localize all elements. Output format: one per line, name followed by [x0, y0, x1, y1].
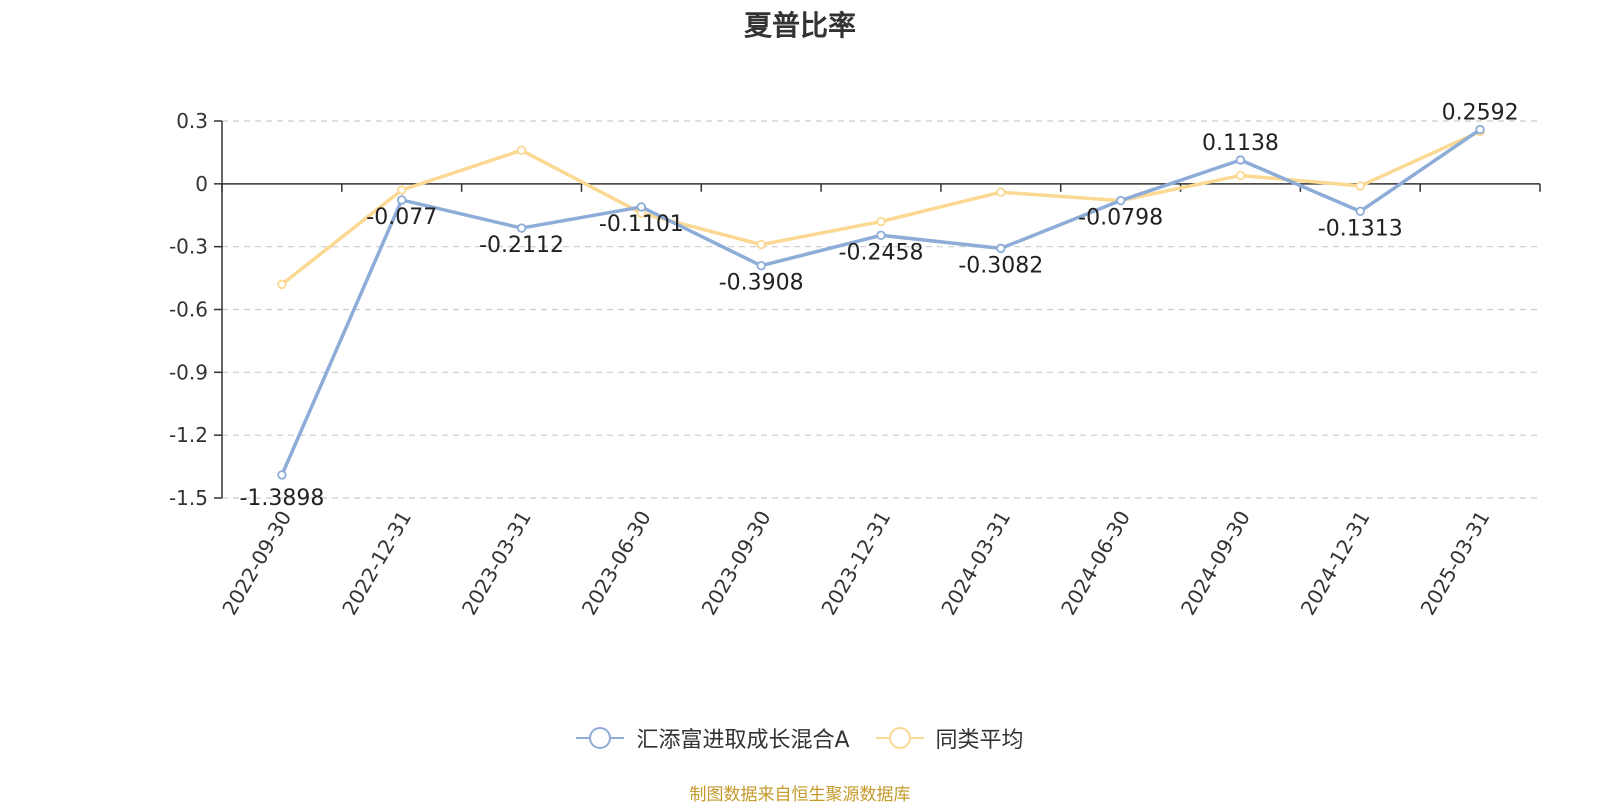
legend-item-average[interactable]: 同类平均 — [875, 722, 1024, 754]
data-point — [636, 202, 647, 212]
x-tick-label: 2024-03-31 — [936, 506, 1015, 619]
data-point — [756, 239, 766, 250]
chart-title: 夏普比率 — [743, 9, 856, 42]
legend-item-fund[interactable]: 汇添富进取成长混合A — [576, 722, 850, 754]
data-label: -0.0798 — [1078, 206, 1163, 231]
legend-circle-icon — [576, 727, 625, 749]
x-tick-label: 2022-09-30 — [217, 507, 296, 620]
series-lines — [277, 124, 1485, 480]
grid-lines — [222, 120, 1540, 499]
x-tick-label: 2023-03-31 — [457, 507, 536, 620]
legend-circle-icon — [875, 727, 924, 749]
data-point — [876, 216, 886, 227]
legend-label-average: 同类平均 — [935, 728, 1024, 753]
x-tick-label: 2023-12-31 — [816, 507, 895, 620]
data-label: -0.3082 — [958, 253, 1043, 278]
x-tick-label: 2024-06-30 — [1056, 507, 1135, 620]
data-point — [1235, 170, 1246, 181]
data-point — [996, 187, 1006, 197]
data-labels: -1.3898 -0.077 -0.2112 -0.1101 -0.3908 -0.245… — [239, 101, 1518, 511]
data-label: -0.077 — [366, 205, 437, 230]
axes: 0.3 0 -0.3 -0.6 -0.9 -1.2 -1.5 2022-09-30 2022-1… — [169, 109, 1541, 620]
data-label: -1.3898 — [239, 486, 324, 511]
data-label: -0.2458 — [839, 240, 924, 265]
data-point — [397, 195, 407, 205]
data-point — [1235, 155, 1246, 165]
data-point — [756, 260, 766, 271]
data-label: -0.1313 — [1318, 216, 1403, 241]
y-tick-label: 0 — [195, 172, 208, 196]
x-tick-label: 2025-03-31 — [1416, 507, 1495, 620]
x-tick-label: 2023-06-30 — [577, 507, 656, 620]
data-point — [397, 185, 407, 195]
legend-label-fund: 汇添富进取成长混合A — [636, 728, 850, 753]
data-point — [1355, 181, 1365, 191]
legend: 汇添富进取成长混合A 同类平均 — [0, 722, 1600, 754]
data-point — [1475, 124, 1485, 135]
y-tick-label: -0.9 — [169, 360, 208, 384]
data-point — [1355, 206, 1365, 217]
data-label: -0.2112 — [479, 233, 564, 258]
x-tick-label: 2024-09-30 — [1176, 507, 1255, 620]
data-label: 0.1138 — [1202, 131, 1279, 156]
x-tick-label: 2023-09-30 — [697, 507, 776, 620]
data-label: 0.2592 — [1442, 101, 1519, 126]
x-tick-label: 2024-12-31 — [1296, 507, 1375, 620]
y-tick-label: -1.5 — [169, 486, 208, 510]
data-point — [996, 243, 1006, 254]
data-point — [516, 145, 527, 156]
data-point — [1115, 195, 1126, 206]
data-label: -0.3908 — [719, 271, 804, 296]
data-point — [516, 223, 527, 233]
source-note: 制图数据来自恒生聚源数据库 — [689, 785, 911, 805]
data-point — [876, 230, 886, 241]
data-label: -0.1101 — [599, 212, 684, 237]
y-tick-label: -1.2 — [169, 423, 208, 447]
x-tick-label: 2022-12-31 — [337, 507, 416, 620]
data-point — [277, 470, 287, 480]
y-tick-label: -0.6 — [169, 298, 208, 322]
data-point — [277, 279, 287, 290]
y-tick-label: 0.3 — [176, 109, 208, 133]
y-tick-label: -0.3 — [169, 235, 208, 259]
